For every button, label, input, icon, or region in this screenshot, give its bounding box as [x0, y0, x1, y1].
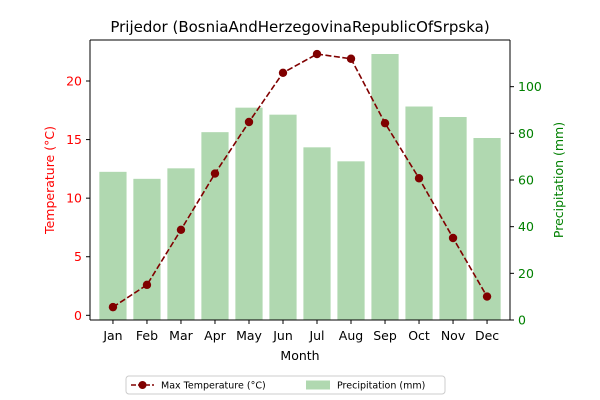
y-left-tick-label: 5 [74, 249, 82, 264]
y-left-tick-label: 15 [66, 132, 82, 147]
temperature-point-sep [380, 118, 390, 128]
y-right-axis-label: Precipitation (mm) [551, 122, 566, 238]
x-tick-label-jul: Jul [308, 328, 324, 343]
temperature-point-jul [312, 49, 322, 59]
temperature-point-feb [142, 280, 152, 290]
x-axis-label: Month [280, 348, 319, 363]
precip-bar-nov [439, 117, 467, 320]
precip-bar-may [235, 107, 263, 321]
legend-line-marker [138, 381, 147, 389]
y-right-tick-label: 40 [518, 219, 534, 234]
precip-bar-sep [371, 54, 399, 320]
x-tick-label-mar: Mar [169, 328, 193, 343]
legend: Max Temperature (°C) Precipitation (mm) [125, 375, 446, 395]
x-tick-label-oct: Oct [408, 328, 430, 343]
temperature-point-jun [278, 68, 288, 78]
x-tick-label-jan: Jan [102, 328, 122, 343]
temperature-point-jan [108, 302, 118, 312]
precip-bar-feb [133, 178, 161, 320]
y-left-axis-label: Temperature (°C) [42, 126, 57, 235]
y-left-tick-label: 20 [66, 74, 82, 89]
y-right-tick-label: 100 [518, 79, 542, 94]
x-tick-label-feb: Feb [136, 328, 158, 343]
legend-frame [125, 375, 446, 395]
x-tick-label-aug: Aug [339, 328, 363, 343]
precip-bar-apr [201, 132, 229, 320]
legend-label-precipitation: Precipitation (mm) [337, 381, 425, 392]
precip-bar-jul [303, 147, 331, 320]
temperature-point-apr [210, 169, 220, 178]
axes-layer: 0 5 10 15 20 0 20 40 60 80 100 Jan Feb Mar Apr May Jun Ju… [66, 39, 542, 343]
y-right-tick-label: 20 [518, 266, 534, 281]
precip-bar-jun [269, 114, 297, 321]
temperature-point-may [244, 117, 254, 127]
bars-layer [99, 54, 501, 321]
x-tick-label-sep: Sep [373, 328, 397, 343]
precip-bar-jan [99, 171, 127, 320]
temperature-point-oct [414, 174, 424, 183]
x-tick-label-dec: Dec [475, 328, 499, 343]
temperature-point-aug [346, 54, 356, 63]
x-tick-label-nov: Nov [441, 328, 466, 343]
x-tick-label-jun: Jun [272, 328, 293, 343]
precip-bar-oct [405, 106, 433, 320]
temperature-point-nov [448, 233, 458, 243]
y-right-tick-label: 80 [518, 126, 534, 141]
temperature-line [112, 53, 488, 308]
legend-label-temperature: Max Temperature (°C) [161, 381, 266, 392]
precip-bar-aug [337, 161, 365, 320]
y-left-tick-label: 0 [74, 308, 82, 323]
temperature-point-mar [176, 225, 186, 234]
y-left-tick-label: 10 [66, 191, 82, 206]
chart-title: Prijedor (BosniaAndHerzegovinaRepublicOf… [110, 18, 489, 36]
legend-bar-swatch [306, 380, 330, 390]
precip-bar-dec [473, 138, 501, 320]
x-tick-label-may: May [236, 328, 262, 343]
y-right-tick-label: 60 [518, 173, 534, 188]
y-right-tick-label: 0 [518, 313, 526, 328]
temperature-point-dec [482, 292, 492, 301]
line-layer [108, 49, 492, 312]
x-tick-label-apr: Apr [204, 328, 226, 343]
